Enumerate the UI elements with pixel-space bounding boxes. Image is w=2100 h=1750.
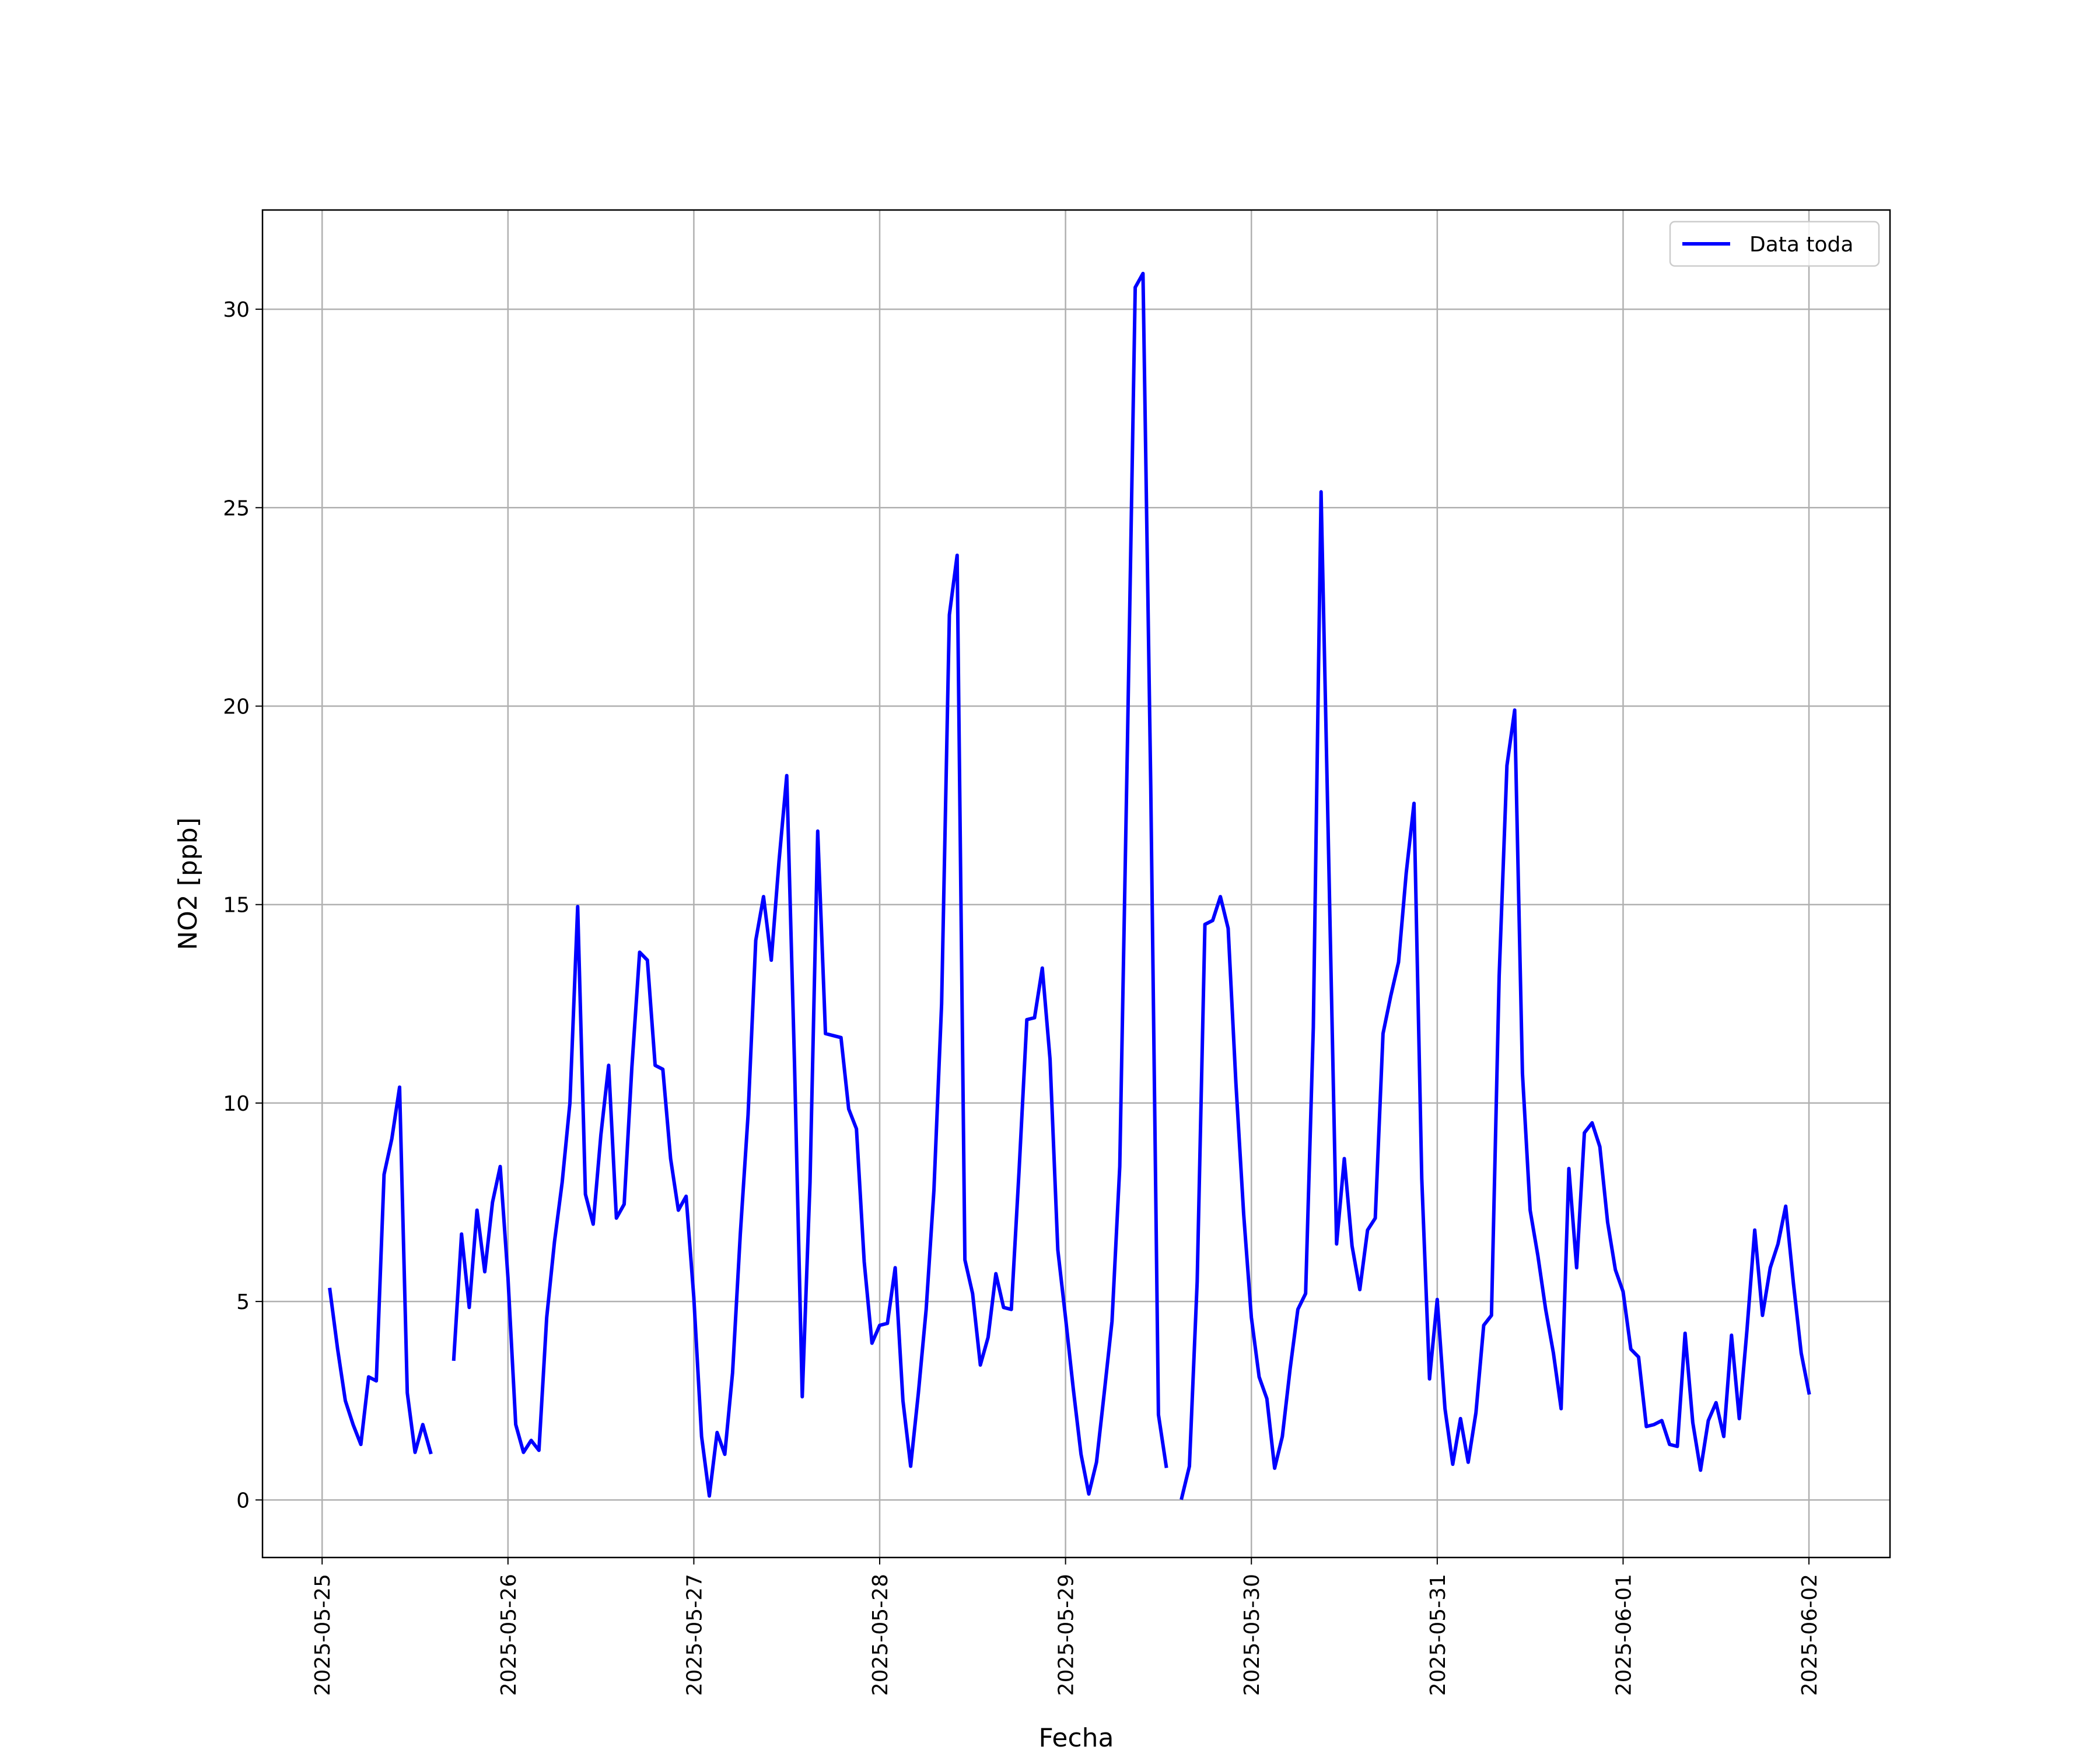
x-tick-label: 2025-05-29 (1055, 1574, 1079, 1696)
x-tick-label: 2025-05-28 (869, 1574, 892, 1696)
y-tick-label: 10 (223, 1092, 250, 1116)
y-tick-label: 20 (223, 695, 250, 719)
grid-lines (262, 210, 1890, 1558)
x-tick-label: 2025-06-01 (1612, 1574, 1636, 1696)
x-tick-label: 2025-05-25 (311, 1574, 335, 1696)
legend: Data toda (1669, 220, 1880, 267)
axes-frame (261, 209, 1891, 1559)
y-tick-label: 5 (236, 1290, 250, 1314)
y-axis-label-main: NO2 (173, 886, 203, 950)
y-tick-label: 15 (223, 894, 250, 918)
legend-label: Data toda (1749, 233, 1853, 257)
legend-box (1669, 220, 1880, 267)
y-tick-label: 25 (223, 496, 250, 520)
y-axis-label-unit: [ppb] (173, 817, 203, 886)
series-line-segment (452, 271, 1168, 1498)
x-axis-ticks: 2025-05-25 2025-05-26 2025-05-27 2025-05-28… (311, 1558, 1822, 1696)
y-tick-label: 0 (236, 1489, 250, 1513)
plot-area (262, 210, 1890, 1558)
x-tick-label: 2025-06-02 (1798, 1574, 1822, 1696)
series-line-segment (1180, 490, 1811, 1500)
x-axis-label: Fecha (1038, 1723, 1114, 1750)
series-layer (328, 271, 1811, 1500)
series-line-segment (328, 1085, 433, 1455)
x-tick-label: 2025-05-26 (497, 1574, 521, 1696)
x-tick-label: 2025-05-30 (1240, 1574, 1264, 1696)
y-axis-ticks: 0 5 10 15 20 25 30 (223, 298, 262, 1513)
x-tick-label: 2025-05-31 (1426, 1574, 1450, 1696)
x-tick-label: 2025-05-27 (682, 1574, 706, 1696)
y-tick-label: 30 (223, 298, 250, 322)
y-axis-label: NO2 [ppb] (173, 817, 203, 950)
